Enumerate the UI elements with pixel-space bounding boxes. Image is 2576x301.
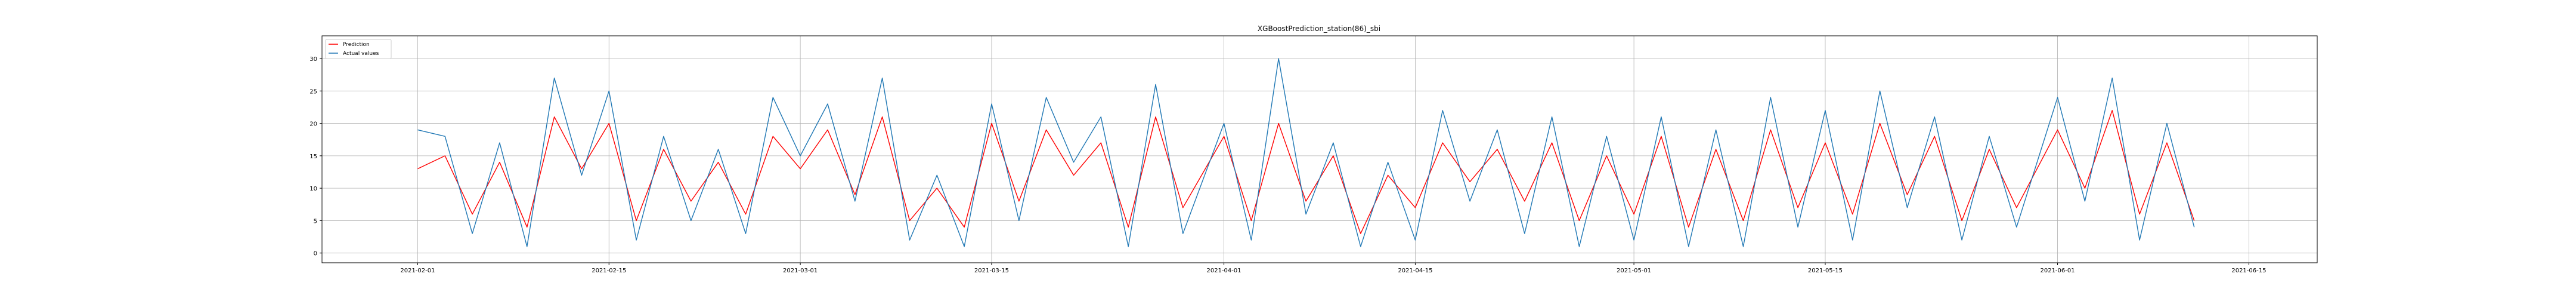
x-tick-label: 2021-06-01 [2040, 268, 2075, 274]
y-axis: 0 5 10 15 20 25 30 [309, 56, 322, 257]
legend-label-prediction: Prediction [343, 42, 370, 48]
x-tick-label: 2021-06-15 [2231, 268, 2266, 274]
y-tick-label: 20 [309, 121, 317, 128]
legend: Prediction Actual values [325, 39, 392, 59]
series-line-prediction [417, 110, 2195, 234]
legend-label-actual-values: Actual values [343, 51, 379, 57]
x-tick-label: 2021-04-01 [1207, 268, 1241, 274]
x-axis: 2021-02-01 2021-02-15 2021-03-01 2021-03-15… [400, 263, 2266, 274]
x-tick-label: 2021-03-15 [974, 268, 1009, 274]
y-tick-label: 5 [314, 218, 317, 225]
legend-box [325, 39, 392, 59]
x-tick-label: 2021-02-15 [592, 268, 626, 274]
chart-title: XGBoostPrediction_station(86)_sbi [1258, 24, 1380, 33]
x-tick-label: 2021-02-01 [400, 268, 435, 274]
x-tick-label: 2021-05-01 [1617, 268, 1651, 274]
series-line-actual-values [417, 58, 2195, 247]
x-tick-label: 2021-03-01 [783, 268, 818, 274]
y-tick-label: 0 [314, 251, 317, 257]
y-tick-label: 10 [309, 186, 317, 192]
x-tick-label: 2021-05-15 [1808, 268, 1843, 274]
y-tick-label: 15 [309, 153, 317, 160]
series-layer [417, 58, 2195, 247]
x-tick-label: 2021-04-15 [1398, 268, 1432, 274]
plot-area-frame [321, 35, 2318, 263]
y-tick-label: 30 [309, 56, 317, 63]
y-tick-label: 25 [309, 88, 317, 95]
grid-lines [322, 36, 2317, 263]
